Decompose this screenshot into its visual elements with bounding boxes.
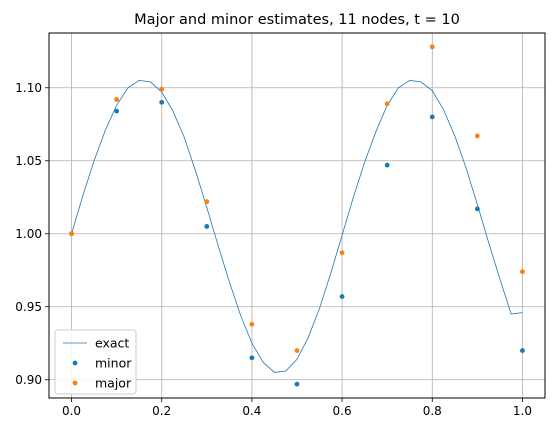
x-axis: 0.0 0.2 0.4 0.6 0.8 1.0	[62, 398, 532, 418]
chart-title: Major and minor estimates, 11 nodes, t =…	[134, 12, 460, 28]
legend-box	[54, 329, 137, 395]
point-minor	[294, 381, 300, 387]
x-tick-label: 0.0	[62, 404, 81, 418]
point-minor	[474, 206, 480, 212]
point-minor	[384, 162, 390, 168]
point-major	[474, 133, 480, 139]
point-major	[339, 250, 345, 256]
point-major	[294, 348, 300, 353]
point-minor	[429, 114, 435, 120]
point-minor	[204, 224, 210, 229]
series-line-exact	[71, 80, 523, 373]
x-tick-label: 0.4	[242, 404, 261, 418]
point-minor	[159, 99, 165, 105]
point-major	[249, 321, 255, 327]
legend-label-exact: exact	[95, 336, 129, 351]
point-major	[69, 231, 74, 237]
legend-swatch-minor	[72, 360, 78, 366]
legend-label-minor: minor	[95, 356, 132, 371]
point-major	[114, 97, 120, 102]
legend-label-major: major	[95, 376, 132, 391]
point-minor	[114, 108, 120, 114]
grid	[49, 33, 545, 398]
point-major	[159, 86, 165, 92]
legend-swatch-major	[72, 380, 78, 386]
y-tick-label: 1.00	[15, 227, 42, 241]
y-tick-label: 1.10	[15, 81, 42, 95]
legend: exact minor major	[54, 329, 137, 395]
x-tick-label: 0.6	[333, 404, 352, 418]
plot-area	[69, 44, 525, 387]
point-major	[204, 199, 210, 205]
x-tick-label: 0.8	[423, 404, 442, 418]
y-tick-label: 1.05	[15, 154, 42, 168]
x-tick-label: 1.0	[513, 404, 532, 418]
y-tick-label: 0.95	[15, 300, 42, 314]
point-major	[520, 269, 525, 275]
point-major	[384, 101, 390, 107]
y-tick-label: 0.90	[15, 373, 42, 387]
point-minor	[520, 348, 525, 353]
point-minor	[339, 294, 345, 299]
x-tick-label: 0.2	[152, 404, 171, 418]
point-minor	[249, 355, 255, 361]
axes-frame	[48, 32, 546, 399]
point-major	[429, 44, 435, 50]
y-axis: 0.90 0.95 1.00 1.05 1.10	[15, 81, 49, 387]
